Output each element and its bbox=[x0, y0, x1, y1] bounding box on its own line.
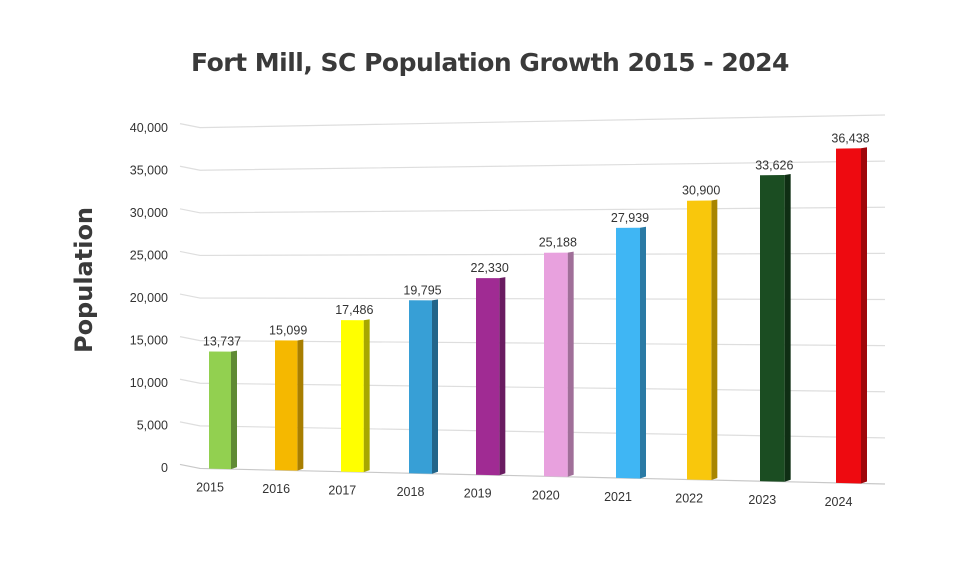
bar bbox=[760, 174, 785, 482]
bar bbox=[616, 227, 640, 479]
bar bbox=[409, 300, 432, 474]
gridline bbox=[179, 336, 886, 347]
y-tick-label: 0 bbox=[161, 461, 168, 475]
data-label: 36,438 bbox=[831, 132, 869, 146]
data-label: 22,330 bbox=[471, 261, 509, 275]
y-tick-label: 20,000 bbox=[130, 291, 168, 305]
gridline bbox=[179, 293, 886, 301]
y-tick-label: 30,000 bbox=[130, 206, 168, 220]
x-tick-label: 2021 bbox=[604, 490, 632, 504]
data-label: 19,795 bbox=[403, 283, 441, 297]
bar bbox=[275, 340, 298, 471]
x-tick-label: 2015 bbox=[196, 481, 224, 495]
bar-side bbox=[640, 226, 646, 479]
gridline bbox=[179, 114, 886, 129]
gridline bbox=[179, 206, 886, 214]
x-tick-label: 2016 bbox=[262, 482, 290, 496]
bar-side bbox=[363, 319, 370, 473]
bar-side bbox=[297, 339, 304, 471]
bar bbox=[476, 278, 500, 476]
x-tick-label: 2018 bbox=[397, 485, 425, 499]
bar bbox=[836, 148, 861, 484]
gridline bbox=[179, 463, 886, 485]
bar-side bbox=[784, 173, 791, 482]
data-label: 15,099 bbox=[269, 323, 307, 337]
x-tick-label: 2020 bbox=[532, 488, 560, 502]
x-tick-label: 2024 bbox=[825, 495, 853, 509]
data-label: 17,486 bbox=[335, 303, 373, 317]
x-tick-label: 2017 bbox=[328, 484, 356, 498]
x-tick-label: 2023 bbox=[748, 493, 776, 507]
bar-side bbox=[231, 350, 237, 470]
bar-side bbox=[567, 251, 574, 477]
bar bbox=[209, 351, 231, 470]
y-tick-label: 10,000 bbox=[130, 376, 168, 390]
bar bbox=[687, 200, 712, 481]
data-label: 27,939 bbox=[611, 211, 649, 225]
y-tick-label: 15,000 bbox=[130, 334, 168, 348]
gridline bbox=[179, 378, 886, 393]
x-tick-label: 2019 bbox=[464, 487, 492, 501]
x-tick-label: 2022 bbox=[675, 492, 703, 506]
y-tick-label: 5,000 bbox=[137, 419, 168, 433]
chart-title: Fort Mill, SC Population Growth 2015 - 2… bbox=[191, 48, 789, 77]
y-tick-label: 40,000 bbox=[130, 121, 168, 135]
bar bbox=[341, 320, 364, 473]
gridline bbox=[179, 421, 886, 439]
bar-side bbox=[499, 277, 506, 476]
y-tick-label: 25,000 bbox=[130, 249, 168, 263]
bar-side bbox=[432, 299, 438, 474]
bar bbox=[544, 252, 568, 477]
bar-side bbox=[861, 147, 867, 484]
gridline bbox=[179, 160, 886, 171]
data-label: 30,900 bbox=[682, 184, 720, 198]
data-label: 33,626 bbox=[755, 158, 793, 172]
data-label: 25,188 bbox=[539, 236, 577, 250]
data-label: 13,737 bbox=[203, 334, 241, 348]
y-tick-label: 35,000 bbox=[130, 164, 168, 178]
gridline bbox=[179, 250, 886, 257]
bar-side bbox=[711, 199, 718, 481]
